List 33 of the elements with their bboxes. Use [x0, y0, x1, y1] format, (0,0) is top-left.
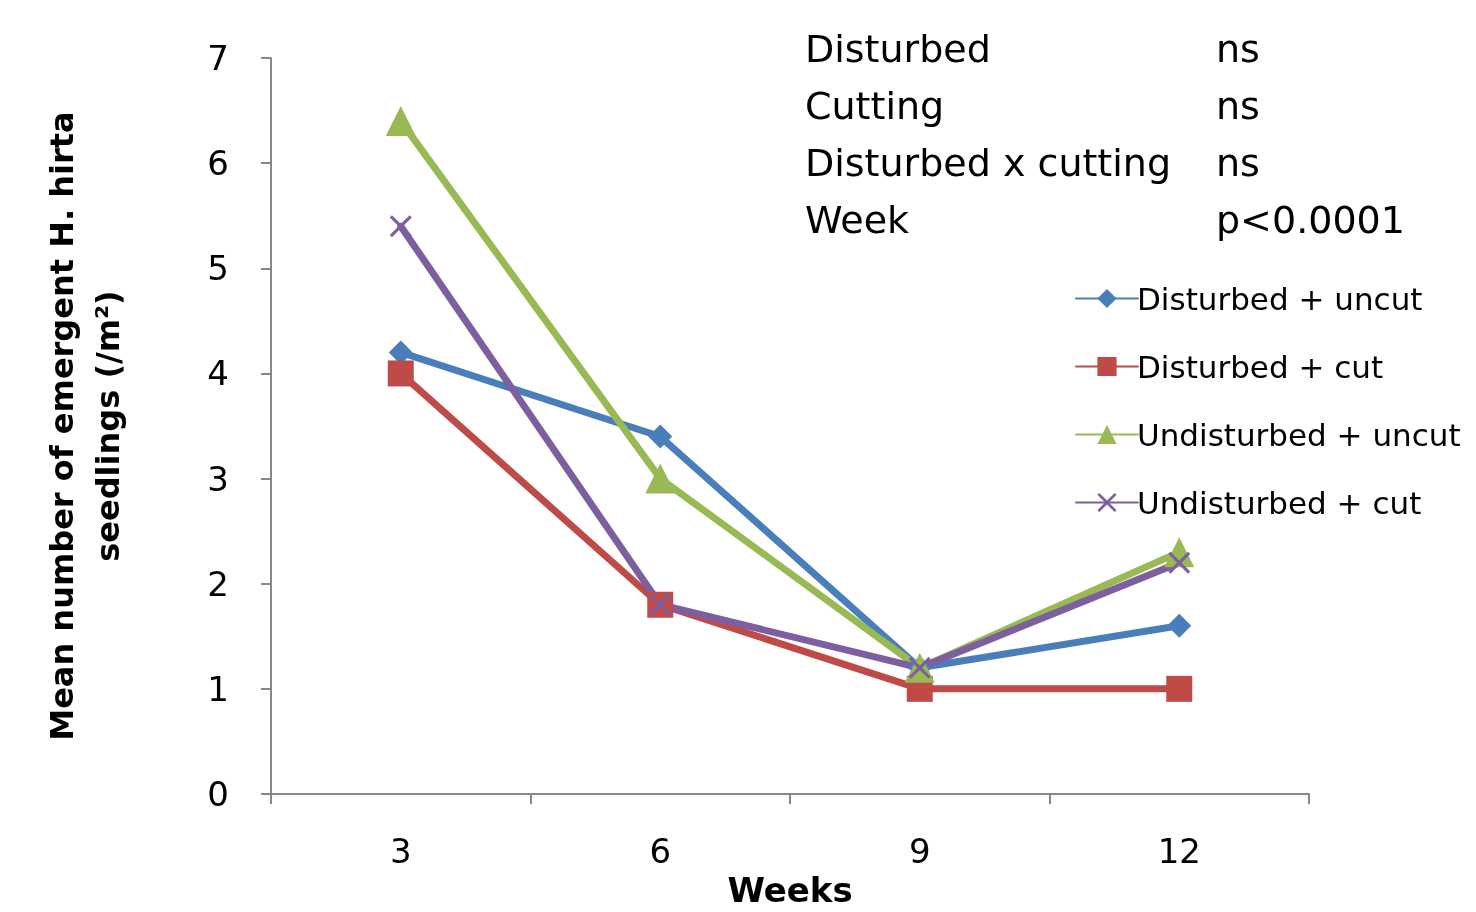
y-tick-label: 4	[207, 353, 229, 394]
annotation: ns	[1216, 27, 1260, 71]
annotation: ns	[1216, 84, 1260, 128]
x-tick-label: 12	[1157, 831, 1201, 871]
y-tick-label: 0	[207, 774, 229, 814]
legend-label: Undisturbed + cut	[1137, 484, 1422, 521]
y-tick-label: 1	[207, 668, 229, 709]
y-tick-label: 3	[207, 458, 229, 499]
annotation: Cutting	[805, 84, 945, 128]
legend-label: Disturbed + cut	[1137, 348, 1384, 385]
y-tick-label: 6	[207, 143, 229, 184]
annotation: Disturbed	[805, 27, 991, 71]
point	[385, 106, 416, 137]
y-tick-label: 5	[207, 248, 229, 289]
y-tick-label: 2	[207, 563, 229, 604]
point	[645, 463, 676, 494]
annotation: Week	[805, 198, 910, 242]
x-tick-label: 6	[649, 831, 672, 871]
legend-label: Undisturbed + uncut	[1137, 416, 1461, 453]
point	[387, 360, 414, 387]
x-tick-label: 9	[908, 831, 931, 871]
x-tick-label: 3	[389, 831, 412, 871]
point	[1166, 675, 1193, 702]
point	[1167, 613, 1192, 638]
annotation: p<0.0001	[1216, 198, 1405, 242]
annotation: Disturbed x cutting	[805, 141, 1172, 185]
annotation: ns	[1216, 141, 1260, 185]
x-axis-title: Weeks	[727, 869, 853, 910]
point	[389, 215, 412, 238]
legend-label: Disturbed + uncut	[1137, 280, 1423, 317]
point	[648, 424, 673, 449]
y-tick-label: 7	[207, 38, 229, 78]
y-axis-title: Mean number of emergent H. hirta seedlings (/m²)	[43, 111, 127, 741]
